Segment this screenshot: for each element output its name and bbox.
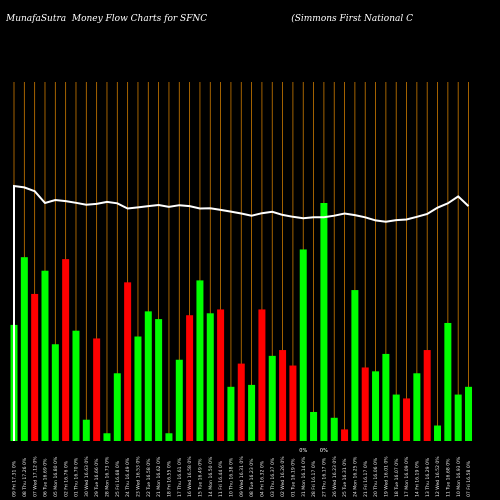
- company-name: (Simmons First National C: [291, 14, 413, 24]
- date-label: 08 Tue 16.23 0%: [249, 458, 255, 497]
- money-flow-bar: [227, 386, 235, 441]
- money-flow-bar: [82, 419, 90, 441]
- date-label: 31 Mon 16.14 0%: [301, 456, 307, 497]
- money-flow-bar: [20, 257, 28, 441]
- price-line: [13, 184, 470, 441]
- money-flow-bar: [41, 270, 49, 441]
- money-flow-bar: [351, 290, 359, 441]
- money-flow-bar: [310, 411, 318, 441]
- money-flow-bar: [341, 429, 349, 441]
- date-label: 09 Wed 16.31 0%: [239, 456, 245, 497]
- money-flow-bar: [465, 386, 473, 441]
- annotation-label: 0%: [299, 448, 307, 454]
- money-flow-bar: [72, 330, 80, 441]
- money-flow-bar: [155, 319, 163, 441]
- date-label: 03 Thu 16.37 0%: [270, 457, 276, 497]
- money-flow-bar: [248, 384, 256, 441]
- date-label: 16 Wed 16.58 0%: [187, 456, 193, 497]
- money-flow-bar: [434, 425, 442, 441]
- date-label: 23 Wed 16.53 0%: [136, 456, 142, 497]
- money-flow-bar: [372, 371, 380, 441]
- money-flow-bar: [289, 365, 297, 441]
- date-label: 11 Fri 16.44 0%: [218, 460, 224, 497]
- date-label: 02 Fri 16.76 0%: [63, 460, 69, 497]
- money-flow-bar: [258, 309, 266, 441]
- money-flow-bar: [51, 344, 59, 441]
- date-label: 08 Thu 17.26 0%: [22, 457, 28, 497]
- money-flow-bar: [444, 322, 452, 441]
- date-label: 07 Wed 17.12 0%: [32, 456, 38, 497]
- date-label: 15 Tue 16.49 0%: [198, 458, 204, 497]
- money-flow-bar: [186, 315, 194, 441]
- money-flow-bar: [196, 280, 204, 441]
- money-flow-bar: [134, 336, 142, 441]
- money-flow-bar: [299, 249, 307, 441]
- date-label: 17 Thu 16.61 0%: [177, 457, 183, 497]
- date-label: 01 Tue 16.19 0%: [291, 458, 297, 497]
- date-label: 17 Mon 16.09 0%: [404, 456, 410, 497]
- date-label: 07 Fri 16.58 0%: [466, 460, 472, 497]
- date-label: 18 Fri 16.55 0%: [167, 460, 173, 497]
- date-label: 05 Mon 16.80 0%: [53, 456, 59, 497]
- date-label: 14 Fri 16.19 0%: [414, 460, 420, 497]
- date-label: 01 Thu 16.70 0%: [74, 457, 80, 497]
- money-flow-bar: [62, 259, 70, 441]
- date-label: 26 Wed 16.23 0%: [332, 456, 338, 497]
- date-label: 25 Tue 16.31 0%: [342, 458, 348, 497]
- money-flow-bar: [144, 311, 152, 441]
- date-label: 21 Mon 16.62 0%: [156, 456, 162, 497]
- money-flow-bar: [165, 433, 173, 441]
- chart-header: MunafaSutra Money Flow Charts for SFNC (S…: [6, 14, 496, 24]
- money-flow-bar: [413, 373, 421, 441]
- money-flow-bar: [330, 417, 338, 441]
- money-flow-bar: [279, 350, 287, 441]
- money-flow-bar: [454, 394, 462, 441]
- date-label: 06 Tue 16.69 0%: [43, 458, 49, 497]
- annotation-label: 0%: [320, 448, 328, 454]
- date-label: 10 Mon 16.93 0%: [456, 456, 462, 497]
- date-label: 13 Thu 16.29 0%: [425, 457, 431, 497]
- date-label: 24 Mon 16.25 0%: [352, 456, 358, 497]
- chart-title: Money Flow Charts for SFNC: [71, 14, 208, 24]
- money-flow-bar: [237, 363, 245, 441]
- date-label: 22 Tue 16.58 0%: [146, 458, 152, 497]
- date-label: 04 Fri 16.32 0%: [260, 460, 266, 497]
- date-label: 25 Fri 16.68 0%: [115, 460, 121, 497]
- date-label: 27 Thu 16.17 0%: [322, 457, 328, 497]
- date-label: 20 Thu 16.06 0%: [373, 457, 379, 497]
- date-label: 10 Thu 16.38 0%: [229, 457, 235, 497]
- money-flow-bar: [392, 394, 400, 441]
- date-label: 02 Wed 16.26 0%: [280, 456, 286, 497]
- money-flow-bar: [93, 338, 101, 441]
- money-flow-bar: [206, 313, 214, 441]
- date-label: 18 Tue 16.07 0%: [394, 458, 400, 497]
- date-label: 21 Fri 16.17 0%: [363, 460, 369, 497]
- date-label: 28 Mon 16.73 0%: [105, 456, 111, 497]
- money-flow-bar: [268, 355, 276, 441]
- date-label: 12 Wed 16.52 0%: [435, 456, 441, 497]
- date-label: 19 Wed 16.01 0%: [383, 456, 389, 497]
- brand-name: MunafaSutra: [6, 14, 67, 24]
- date-label: 11 Tue 16.68 0%: [445, 458, 451, 497]
- date-label: 28 Fri 16.17 0%: [311, 460, 317, 497]
- money-flow-bar: [113, 373, 121, 441]
- money-flow-bar: [217, 309, 225, 441]
- date-label: 30 Wed 16.63 0%: [84, 456, 90, 497]
- money-flow-bar: [31, 293, 39, 441]
- money-flow-bar: [403, 398, 411, 441]
- money-flow-bar: [124, 282, 132, 441]
- money-flow-bar: [320, 203, 328, 441]
- money-flow-bar: [175, 359, 183, 441]
- money-flow-bar: [361, 367, 369, 441]
- date-label: 29 Tue 16.66 0%: [94, 458, 100, 497]
- date-label: 14 Mon 16.50 0%: [208, 456, 214, 497]
- money-flow-bar: [382, 353, 390, 441]
- money-flow-bar: [103, 433, 111, 441]
- money-flow-bar: [423, 350, 431, 441]
- date-label: 09 Fri 17.31 0%: [12, 460, 18, 497]
- date-label: 24 Thu 16.49 0%: [125, 457, 131, 497]
